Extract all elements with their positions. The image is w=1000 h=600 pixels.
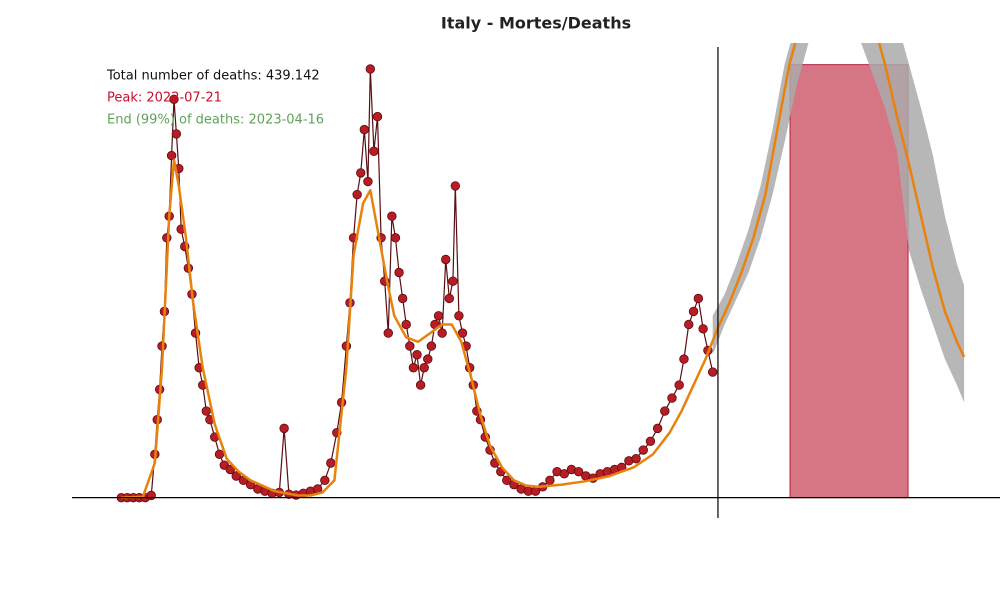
observed-point xyxy=(372,111,383,122)
observed-point xyxy=(415,380,426,390)
observed-point xyxy=(171,129,182,139)
plot-area xyxy=(116,43,966,503)
observed-point xyxy=(225,464,235,475)
observed-point xyxy=(707,367,718,377)
observed-point xyxy=(365,64,376,74)
observed-point xyxy=(450,181,461,191)
observed-point xyxy=(326,458,336,468)
observed-point xyxy=(359,124,370,135)
observed-point xyxy=(394,267,404,278)
observed-point xyxy=(201,406,212,416)
observed-point xyxy=(363,176,373,187)
observed-point xyxy=(383,328,393,338)
observed-point xyxy=(352,189,362,200)
observed-point xyxy=(369,146,379,156)
observed-point xyxy=(401,319,411,330)
observed-point xyxy=(433,311,444,321)
observed-point xyxy=(408,363,419,373)
observed-point xyxy=(645,436,656,447)
observed-point xyxy=(679,354,689,364)
observed-point xyxy=(169,94,179,104)
peak-window xyxy=(789,64,909,499)
observed-point xyxy=(545,475,555,486)
observed-point xyxy=(356,168,366,178)
observed-point xyxy=(652,423,663,434)
axes: Total number of deaths: 439.142 Peak: 202… xyxy=(72,47,1000,518)
observed-point xyxy=(667,393,677,403)
observed-point xyxy=(457,328,468,338)
observed-point xyxy=(405,341,415,351)
observed-point xyxy=(423,354,433,364)
observed-point xyxy=(397,293,408,304)
observed-point xyxy=(660,406,670,416)
observed-point xyxy=(448,276,458,286)
observed-point xyxy=(231,471,241,481)
observed-point xyxy=(412,350,422,360)
annotation: Total number of deaths: 439.142 xyxy=(106,69,320,84)
observed-point xyxy=(688,306,699,317)
annotation: End (99%) of deaths: 2023-04-16 xyxy=(107,113,324,128)
observed-point xyxy=(419,363,429,373)
observed-point xyxy=(441,254,451,265)
observed-point xyxy=(214,449,225,460)
observed-point xyxy=(559,469,569,479)
observed-point xyxy=(698,324,708,334)
observed-point xyxy=(454,311,464,321)
annotation: Peak: 2022-07-21 xyxy=(107,91,222,106)
observed-point xyxy=(390,233,401,243)
observed-point xyxy=(426,341,437,351)
observed-point xyxy=(573,466,584,477)
fit-line xyxy=(121,43,966,499)
observed-point xyxy=(279,423,289,434)
observed-point xyxy=(437,328,447,338)
chart-title: Italy - Mortes/Deaths xyxy=(441,14,631,33)
observed-point xyxy=(387,211,397,221)
observed-point xyxy=(320,475,330,486)
observed-point xyxy=(638,445,648,455)
observed-point xyxy=(146,490,156,501)
observed-point xyxy=(444,293,455,304)
observed-point xyxy=(631,453,641,464)
observed-point xyxy=(684,319,694,330)
observed-point xyxy=(166,150,177,161)
observed-point xyxy=(693,293,704,304)
observed-point xyxy=(674,380,684,390)
observed-point xyxy=(502,475,512,486)
